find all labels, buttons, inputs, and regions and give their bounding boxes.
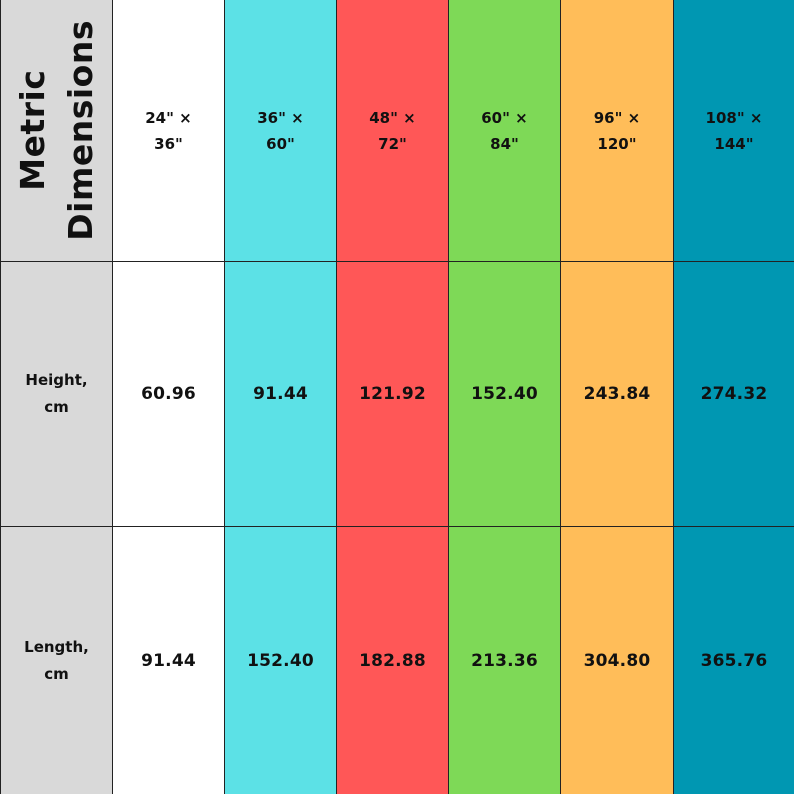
table-cell: 243.84: [561, 262, 674, 527]
size-label: 24" × 36": [145, 108, 192, 153]
length-value: 213.36: [471, 650, 538, 671]
height-row-label: Height, cm: [25, 371, 88, 416]
length-row-label: Length, cm: [24, 637, 89, 683]
size-label: 48" × 72": [369, 108, 416, 153]
length-value: 182.88: [359, 650, 426, 671]
size-header-cell: 24" × 36": [113, 0, 225, 262]
row-label-cell: Height, cm: [0, 262, 113, 527]
table-cell: 91.44: [225, 262, 337, 527]
height-value: 60.96: [141, 384, 196, 404]
size-label: 96" × 120": [593, 108, 641, 153]
size-header-cell: 36" × 60": [225, 0, 337, 262]
row-label-cell: Length, cm: [0, 527, 113, 794]
size-label: 108" × 144": [705, 108, 763, 153]
height-value: 152.40: [471, 384, 538, 404]
table-cell: 182.88: [337, 527, 449, 794]
size-label: 60" × 84": [481, 108, 528, 153]
height-value: 121.92: [359, 384, 426, 404]
table-cell: 365.76: [674, 527, 794, 794]
table-cell: 91.44: [113, 527, 225, 794]
length-value: 152.40: [247, 650, 314, 671]
table-cell: 152.40: [449, 262, 561, 527]
size-header-cell: 108" × 144": [674, 0, 794, 262]
corner-header-cell: Metric Dimensions: [0, 0, 113, 262]
table-cell: 274.32: [674, 262, 794, 527]
height-value: 274.32: [700, 384, 768, 404]
size-header-cell: 60" × 84": [449, 0, 561, 262]
length-value: 365.76: [700, 650, 768, 671]
size-header-cell: 96" × 120": [561, 0, 674, 262]
height-value: 243.84: [583, 384, 651, 404]
table-cell: 304.80: [561, 527, 674, 794]
table-cell: 213.36: [449, 527, 561, 794]
length-value: 304.80: [583, 650, 651, 671]
table-cell: 121.92: [337, 262, 449, 527]
table-title: Metric Dimensions: [12, 20, 100, 241]
height-value: 91.44: [253, 384, 308, 404]
table-cell: 60.96: [113, 262, 225, 527]
length-value: 91.44: [141, 650, 196, 671]
size-label: 36" × 60": [257, 108, 304, 153]
table-cell: 152.40: [225, 527, 337, 794]
size-header-cell: 48" × 72": [337, 0, 449, 262]
